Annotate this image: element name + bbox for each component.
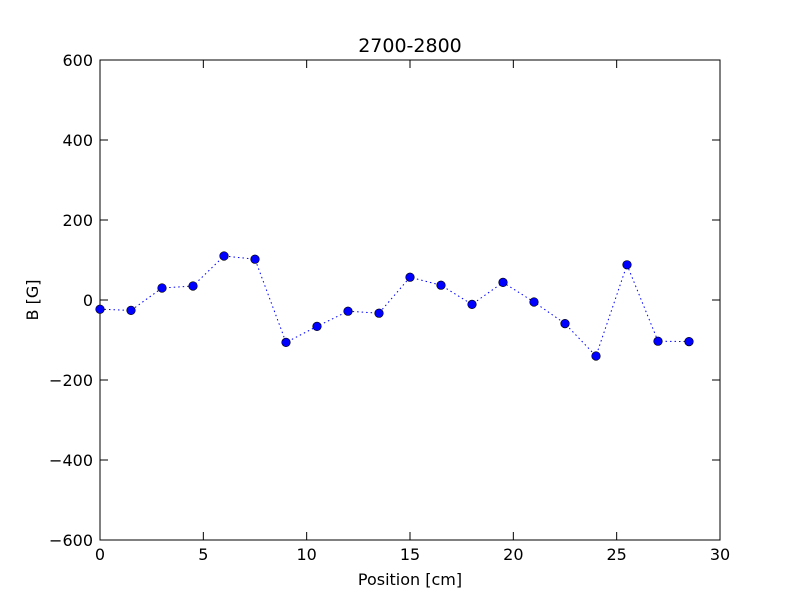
- data-point: [622, 260, 632, 270]
- y-tick-label: 200: [62, 211, 93, 230]
- x-tick-label: 25: [606, 545, 626, 564]
- data-point: [219, 251, 229, 261]
- data-point: [188, 281, 198, 291]
- data-point: [95, 304, 105, 314]
- x-tick-label: 5: [198, 545, 208, 564]
- x-tick-label: 15: [400, 545, 420, 564]
- data-point: [312, 321, 322, 332]
- x-tick-label: 30: [710, 545, 730, 564]
- x-tick-label: 10: [296, 545, 316, 564]
- x-tick-label: 20: [503, 545, 523, 564]
- y-tick-label: 600: [62, 51, 93, 70]
- y-tick-label: 0: [83, 291, 93, 310]
- y-axis-label: B [G]: [23, 280, 42, 321]
- data-point: [591, 351, 601, 361]
- data-point: [560, 319, 570, 329]
- data-point: [498, 277, 508, 288]
- y-tick-label: −400: [49, 451, 93, 470]
- data-point: [343, 306, 353, 316]
- y-tick-label: 400: [62, 131, 93, 150]
- data-point: [653, 336, 663, 346]
- x-tick-label: 0: [95, 545, 105, 564]
- data-point: [405, 272, 415, 282]
- series-line: [99, 255, 690, 357]
- data-point: [467, 299, 477, 310]
- data-point: [436, 280, 446, 290]
- plot-area: 0 5 10 15 20 25 30 −600 −400 −200 0 200 400 600: [49, 51, 730, 564]
- data-point: [374, 308, 384, 318]
- data-point: [157, 283, 167, 293]
- chart-title: 2700-2800: [358, 35, 462, 57]
- data-point: [529, 297, 539, 307]
- data-point: [281, 337, 291, 348]
- data-point: [126, 305, 136, 316]
- data-point: [684, 337, 694, 347]
- y-tick-label: −600: [49, 531, 93, 550]
- y-tick-label: −200: [49, 371, 93, 390]
- x-axis-label: Position [cm]: [358, 570, 462, 589]
- data-point: [250, 254, 260, 264]
